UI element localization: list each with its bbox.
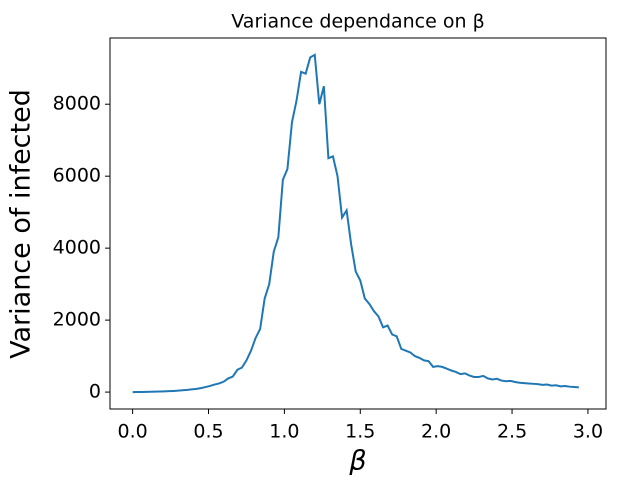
- x-tick-label: 0.0: [118, 421, 148, 443]
- y-axis-label: Variance of infected: [6, 89, 37, 359]
- line-series: [132, 53, 579, 394]
- y-tick-label: 8000: [53, 93, 101, 115]
- x-tick-label: 2.5: [497, 421, 527, 443]
- chart-title: Variance dependance on β: [231, 11, 484, 33]
- x-tick-label: 3.0: [573, 421, 603, 443]
- y-tick-label: 0: [89, 381, 101, 403]
- y-tick-label: 2000: [53, 309, 101, 331]
- plot-frame: [109, 37, 607, 410]
- x-tick-label: 2.0: [421, 421, 451, 443]
- x-tick-label: 1.5: [345, 421, 375, 443]
- x-tick-label: 0.5: [193, 421, 223, 443]
- y-tick-label: 6000: [53, 165, 101, 187]
- x-axis-label: β: [348, 446, 366, 477]
- x-tick-label: 1.0: [269, 421, 299, 443]
- y-tick-label: 4000: [53, 237, 101, 259]
